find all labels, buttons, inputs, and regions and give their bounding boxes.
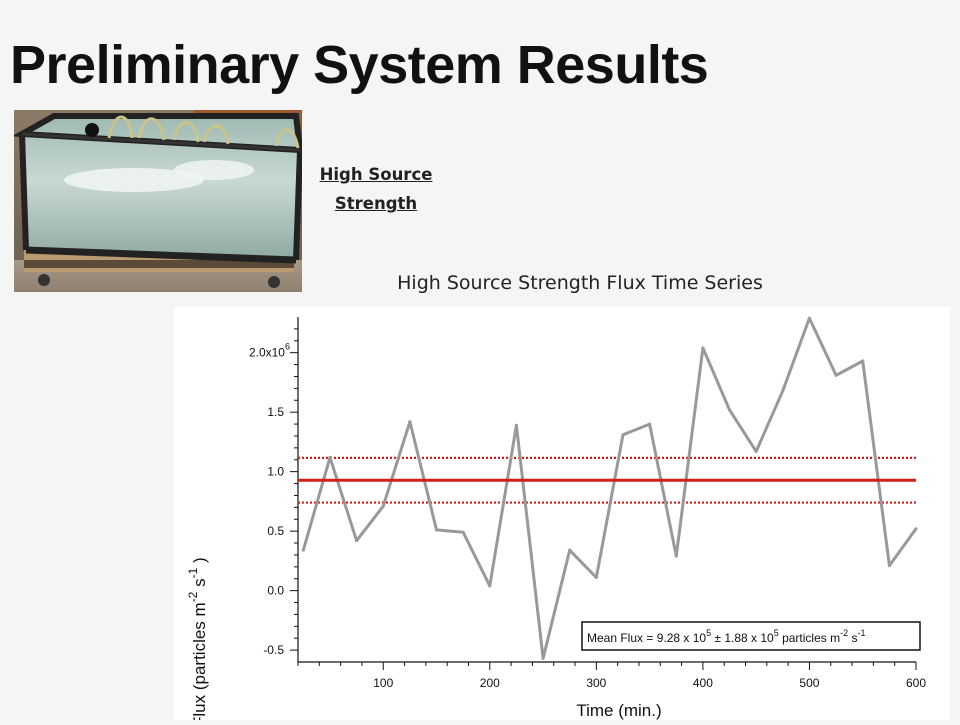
x-tick-label: 300: [586, 676, 606, 690]
x-tick-label: 200: [480, 676, 500, 690]
slide-title: Preliminary System Results: [10, 35, 709, 95]
annotation-box: [581, 621, 921, 651]
flux-point: [381, 504, 385, 508]
flux-point: [488, 584, 492, 588]
flux-point: [328, 455, 332, 459]
flux-point: [301, 548, 305, 552]
y-tick-label: 0.0: [267, 584, 284, 598]
flux-point: [568, 548, 572, 552]
uncertainty-band: [298, 456, 916, 504]
flux-point: [887, 564, 891, 568]
flux-point: [914, 527, 918, 531]
y-tick-label: 1.0: [267, 465, 284, 479]
mean-flux-annotation: Mean Flux = 9.28 x 105 ± 1.88 x 105 part…: [581, 621, 921, 651]
flux-point: [674, 554, 678, 558]
annotation-text: Mean Flux = 9.28 x 105 ± 1.88 x 105 part…: [587, 628, 865, 645]
flux-point: [807, 316, 811, 320]
x-tick-label: 600: [906, 676, 926, 690]
flux-point: [621, 433, 625, 437]
flux-point: [701, 346, 705, 350]
flux-point: [754, 449, 758, 453]
flux-point: [541, 656, 545, 660]
axes: -0.5 0.0 0.5 1.0 1.5 2.0x106 100 200 300 400 500 60…: [249, 317, 926, 690]
x-axis-label: Time (min.): [576, 701, 661, 720]
flux-series-line: [301, 316, 918, 660]
tank-photo: [14, 110, 302, 292]
flux-point: [861, 359, 865, 363]
flux-point: [648, 422, 652, 426]
photo-caption-line1: High Source: [319, 165, 433, 184]
y-axis-label: Flux (particles m-2 s-1 ): [186, 557, 209, 720]
flux-data-points: [301, 316, 918, 660]
x-tick-label: 100: [373, 676, 393, 690]
chart-title: High Source Strength Flux Time Series: [397, 272, 763, 294]
flux-point: [781, 389, 785, 393]
y-tick-label: 0.5: [267, 524, 284, 538]
flux-point: [594, 576, 598, 580]
photo-caption: High Source Strength: [305, 160, 447, 218]
y-tick-label: 1.5: [267, 405, 284, 419]
x-tick-label: 500: [799, 676, 819, 690]
flux-point: [834, 373, 838, 377]
flux-point: [514, 423, 518, 427]
chart-panel: -0.5 0.0 0.5 1.0 1.5 2.0x106 100 200 300 400 500 60…: [174, 307, 950, 725]
y-tick-label: -0.5: [263, 643, 284, 657]
flux-point: [408, 420, 412, 424]
flux-point: [461, 530, 465, 534]
photo-caption-line2: Strength: [334, 194, 418, 213]
flux-point: [435, 528, 439, 532]
x-tick-label: 400: [693, 676, 713, 690]
flux-chart: -0.5 0.0 0.5 1.0 1.5 2.0x106 100 200 300 400 500 60…: [186, 316, 926, 725]
flux-point: [728, 408, 732, 412]
y-tick-label: 2.0x106: [249, 342, 290, 360]
flux-point: [355, 539, 359, 543]
